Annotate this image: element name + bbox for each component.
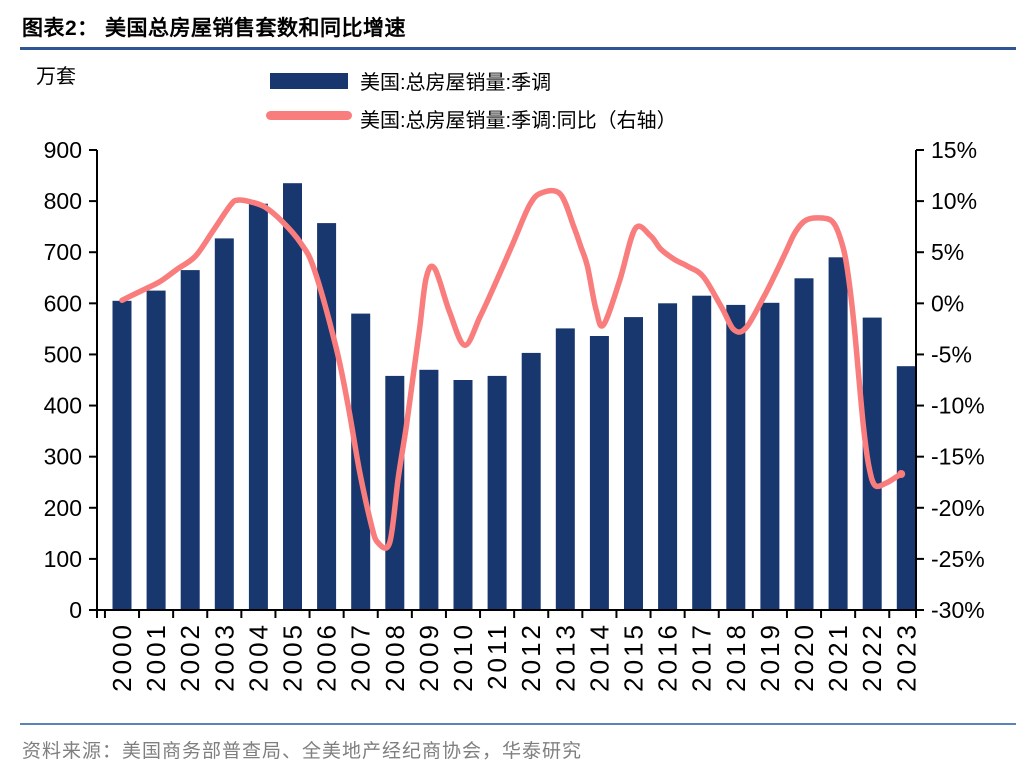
- x-axis-year-label: 2009: [414, 622, 444, 692]
- right-axis-tick-label: -10%: [931, 393, 985, 419]
- right-axis-tick-label: 0%: [931, 290, 964, 316]
- bar-2013: [555, 328, 575, 610]
- x-axis-year-label: 2023: [891, 622, 921, 692]
- x-axis-year-label: 2008: [380, 622, 410, 692]
- page-title: 图表2： 美国总房屋销售套数和同比增速: [22, 17, 407, 40]
- legend-label-yoy: 美国:总房屋销量:季调:同比（右轴）: [360, 110, 677, 132]
- line-series-swatch: [266, 111, 352, 120]
- bar-2017: [692, 295, 712, 610]
- bar-2015: [624, 317, 643, 610]
- bar-2012: [521, 352, 541, 610]
- axis-labels-group: 0 100 200 300 400 500 600 700 800 900 15% 10% 5% 0% -5…: [44, 137, 985, 692]
- left-axis-tick-label: 900: [44, 137, 82, 163]
- left-axis-tick-label: 200: [44, 495, 82, 521]
- bar-2005: [283, 183, 302, 610]
- x-axis-year-label: 2000: [107, 622, 137, 692]
- x-axis-year-label: 2010: [448, 622, 478, 692]
- left-axis-tick-label: 400: [44, 393, 82, 419]
- x-axis-year-label: 2001: [141, 622, 171, 692]
- right-axis-tick-label: -20%: [931, 495, 985, 521]
- bar-2019: [760, 302, 780, 610]
- bar-series-swatch: [270, 73, 348, 89]
- yoy-line: [119, 187, 904, 551]
- bar-2001: [146, 290, 166, 610]
- x-axis-year-label: 2002: [175, 622, 205, 692]
- x-axis-year-label: 2017: [687, 622, 717, 692]
- left-axis-unit-label: 万套: [36, 66, 76, 88]
- legend-item-sales: 美国:总房屋销量:季调: [264, 64, 824, 102]
- title-divider: [20, 47, 1016, 50]
- x-axis-year-label: 2021: [823, 622, 853, 692]
- x-axis-year-label: 2007: [346, 622, 376, 692]
- yoy-line-endpoint: [897, 470, 906, 478]
- x-axis-year-label: 2022: [857, 622, 887, 692]
- bar-2022: [862, 317, 882, 610]
- x-axis-year-label: 2014: [584, 622, 614, 692]
- x-axis-year-label: 2020: [789, 622, 819, 692]
- bar-2007: [351, 313, 371, 610]
- left-axis-tick-label: 300: [44, 444, 82, 470]
- bar-2010: [453, 380, 473, 610]
- right-axis-tick-label: 5%: [931, 239, 964, 265]
- bar-2023: [896, 366, 916, 610]
- left-axis-tick-label: 0: [69, 597, 82, 623]
- right-axis-tick-label: 15%: [931, 137, 977, 163]
- left-axis-tick-label: 500: [44, 341, 82, 367]
- bar-2021: [828, 257, 848, 610]
- left-axis-tick-label: 800: [44, 188, 82, 214]
- right-axis-tick-label: -30%: [931, 597, 985, 623]
- bar-2014: [589, 336, 609, 610]
- x-axis-year-label: 2019: [755, 622, 785, 692]
- x-axis-year-label: 2005: [278, 622, 308, 692]
- bars-group: [112, 183, 916, 610]
- legend-item-yoy: 美国:总房屋销量:季调:同比（右轴）: [264, 102, 824, 140]
- bar-2016: [658, 303, 678, 610]
- legend: 美国:总房屋销量:季调 美国:总房屋销量:季调:同比（右轴）: [264, 64, 824, 140]
- bar-2018: [726, 304, 746, 610]
- bar-2000: [112, 300, 132, 610]
- axes-group: [89, 149, 924, 618]
- x-axis-year-label: 2003: [209, 622, 239, 692]
- right-axis-tick-label: 10%: [931, 188, 977, 214]
- bar-2004: [248, 203, 268, 610]
- right-axis-tick-label: -15%: [931, 444, 985, 470]
- x-axis-year-label: 2012: [516, 622, 546, 692]
- x-axis-year-label: 2016: [653, 622, 683, 692]
- right-axis-tick-label: -25%: [931, 546, 985, 572]
- legend-label-sales: 美国:总房屋销量:季调: [360, 72, 552, 94]
- x-axis-year-label: 2004: [243, 622, 273, 692]
- left-axis-tick-label: 700: [44, 239, 82, 265]
- x-axis-year-label: 2018: [721, 622, 751, 692]
- x-axis-year-label: 2015: [619, 622, 649, 692]
- x-axis-year-label: 2013: [550, 622, 580, 692]
- bar-2011: [487, 375, 507, 610]
- bar-2002: [180, 270, 200, 610]
- bar-2020: [794, 278, 814, 610]
- source-note: 资料来源：美国商务部普查局、全美地产经纪商协会，华泰研究: [22, 741, 583, 762]
- bar-2003: [214, 238, 234, 610]
- left-axis-tick-label: 600: [44, 290, 82, 316]
- x-axis-year-label: 2006: [312, 622, 342, 692]
- bar-2009: [419, 369, 439, 610]
- left-axis-tick-label: 100: [44, 546, 82, 572]
- x-axis-year-label: 2011: [482, 622, 512, 690]
- right-axis-tick-label: -5%: [931, 341, 972, 367]
- footer-divider: [20, 723, 1016, 725]
